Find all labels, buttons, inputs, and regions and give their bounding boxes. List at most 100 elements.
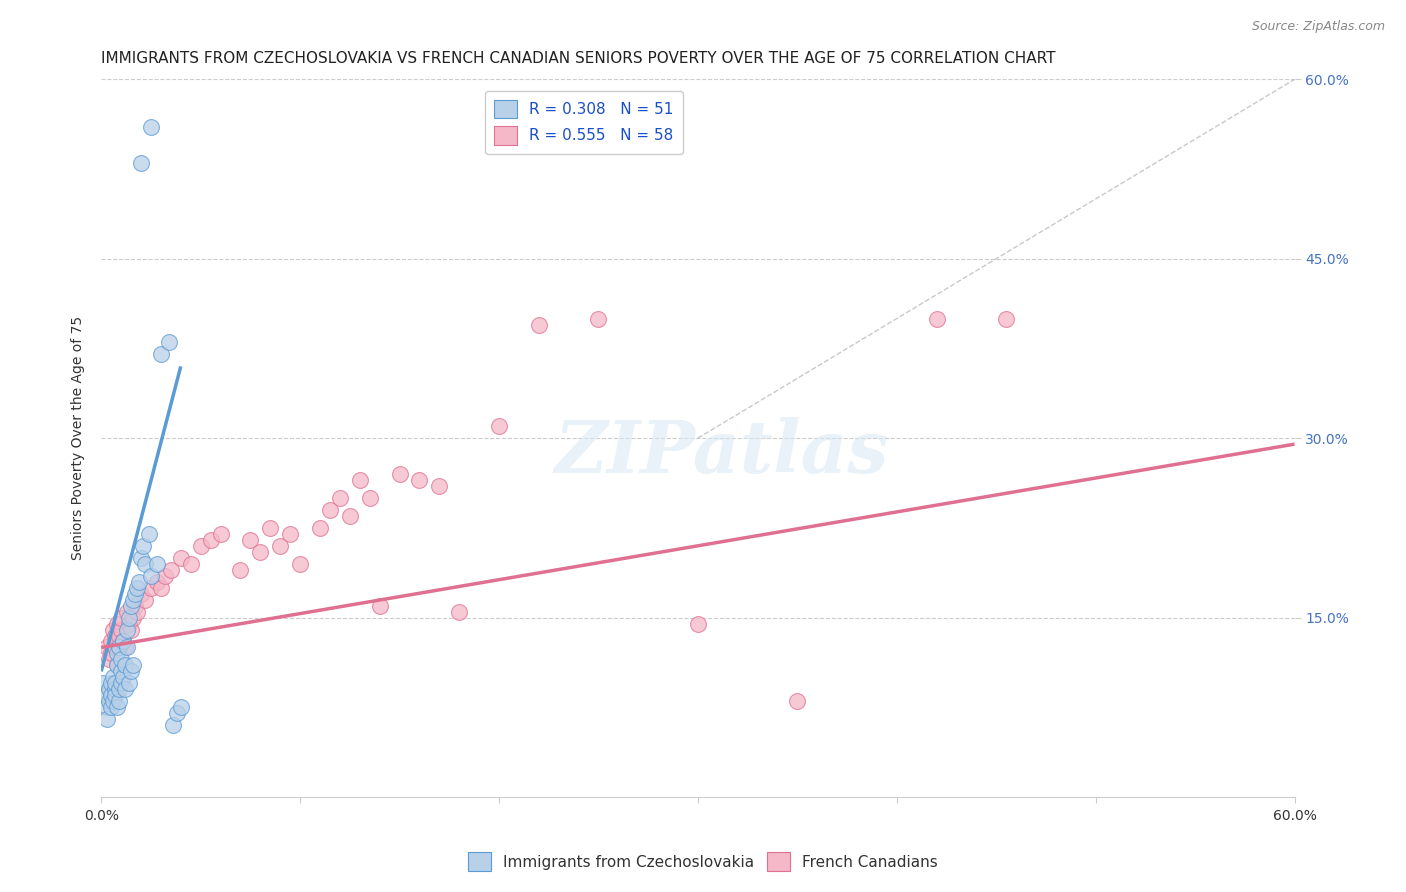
Point	[105, 700, 128, 714]
Point	[134, 557, 156, 571]
Point	[449, 605, 471, 619]
Point	[110, 623, 132, 637]
Point	[118, 676, 141, 690]
Point	[149, 581, 172, 595]
Point	[527, 318, 550, 332]
Point	[209, 526, 232, 541]
Point	[104, 676, 127, 690]
Point	[96, 700, 118, 714]
Point	[153, 568, 176, 582]
Point	[105, 658, 128, 673]
Point	[124, 587, 146, 601]
Point	[129, 587, 152, 601]
Point	[269, 539, 291, 553]
Point	[120, 665, 142, 679]
Point	[359, 491, 381, 505]
Point	[100, 647, 122, 661]
Point	[98, 694, 121, 708]
Point	[104, 640, 127, 655]
Point	[488, 419, 510, 434]
Point	[349, 473, 371, 487]
Point	[110, 652, 132, 666]
Point	[129, 156, 152, 170]
Point	[170, 550, 193, 565]
Point	[112, 634, 135, 648]
Point	[132, 539, 155, 553]
Legend: Immigrants from Czechoslovakia, French Canadians: Immigrants from Czechoslovakia, French C…	[463, 847, 943, 877]
Point	[91, 676, 114, 690]
Point	[319, 503, 342, 517]
Point	[190, 539, 212, 553]
Point	[129, 550, 152, 565]
Point	[124, 599, 146, 613]
Point	[125, 605, 148, 619]
Point	[104, 628, 127, 642]
Point	[146, 557, 169, 571]
Legend: R = 0.308   N = 51, R = 0.555   N = 58: R = 0.308 N = 51, R = 0.555 N = 58	[485, 91, 682, 153]
Point	[96, 712, 118, 726]
Point	[108, 682, 131, 697]
Point	[110, 676, 132, 690]
Point	[128, 574, 150, 589]
Point	[100, 676, 122, 690]
Point	[120, 599, 142, 613]
Point	[110, 610, 132, 624]
Point	[108, 640, 131, 655]
Point	[101, 694, 124, 708]
Point	[115, 605, 138, 619]
Point	[105, 647, 128, 661]
Point	[105, 658, 128, 673]
Point	[686, 616, 709, 631]
Point	[122, 658, 145, 673]
Point	[108, 640, 131, 655]
Point	[101, 623, 124, 637]
Y-axis label: Seniors Poverty Over the Age of 75: Seniors Poverty Over the Age of 75	[72, 316, 86, 560]
Point	[122, 592, 145, 607]
Point	[125, 581, 148, 595]
Point	[139, 581, 162, 595]
Point	[98, 682, 121, 697]
Point	[100, 700, 122, 714]
Point	[170, 700, 193, 714]
Point	[105, 616, 128, 631]
Point	[278, 526, 301, 541]
Point	[100, 634, 122, 648]
Point	[159, 563, 181, 577]
Point	[98, 652, 121, 666]
Point	[588, 311, 610, 326]
Point	[104, 682, 127, 697]
Point	[239, 533, 262, 547]
Point	[786, 694, 808, 708]
Point	[112, 670, 135, 684]
Point	[139, 568, 162, 582]
Point	[114, 640, 136, 655]
Point	[115, 623, 138, 637]
Point	[112, 634, 135, 648]
Point	[110, 665, 132, 679]
Point	[120, 623, 142, 637]
Point	[94, 689, 117, 703]
Point	[114, 658, 136, 673]
Point	[118, 616, 141, 631]
Point	[329, 491, 352, 505]
Point	[288, 557, 311, 571]
Point	[427, 479, 450, 493]
Point	[114, 682, 136, 697]
Point	[100, 689, 122, 703]
Text: ZIPatlas: ZIPatlas	[555, 417, 889, 488]
Point	[925, 311, 948, 326]
Point	[101, 670, 124, 684]
Point	[180, 557, 202, 571]
Point	[104, 689, 127, 703]
Text: Source: ZipAtlas.com: Source: ZipAtlas.com	[1251, 20, 1385, 33]
Point	[134, 592, 156, 607]
Point	[162, 718, 184, 732]
Point	[229, 563, 252, 577]
Point	[115, 640, 138, 655]
Point	[118, 610, 141, 624]
Point	[309, 521, 332, 535]
Point	[339, 508, 361, 523]
Point	[995, 311, 1018, 326]
Point	[146, 574, 169, 589]
Point	[259, 521, 281, 535]
